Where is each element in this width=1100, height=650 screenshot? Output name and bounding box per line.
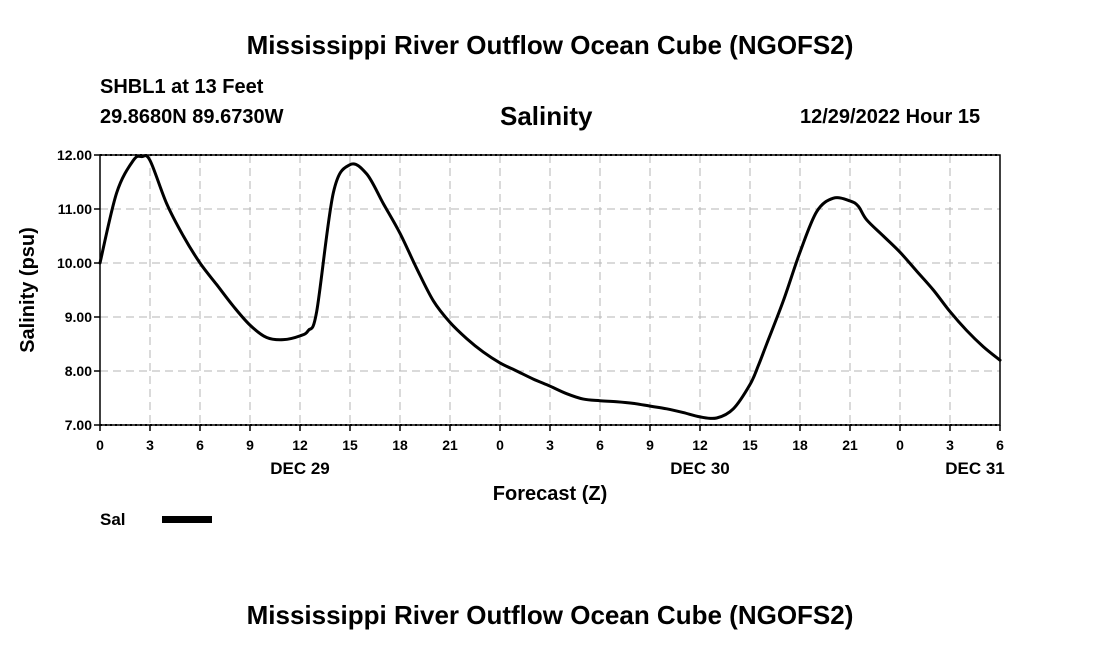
day-label: DEC 30 — [670, 459, 730, 478]
x-tick-label: 12 — [692, 437, 708, 453]
y-tick-label: 9.00 — [65, 309, 92, 325]
forecast-timestamp: 12/29/2022 Hour 15 — [800, 106, 981, 128]
x-tick-label: 21 — [442, 437, 458, 453]
x-tick-label: 12 — [292, 437, 308, 453]
y-tick-label: 7.00 — [65, 417, 92, 433]
day-label: DEC 29 — [270, 459, 330, 478]
y-axis-label: Salinity (psu) — [17, 227, 39, 353]
station-label: SHBL1 at 13 Feet — [100, 76, 264, 98]
x-tick-label: 18 — [392, 437, 408, 453]
x-tick-label: 0 — [96, 437, 104, 453]
main-title: Mississippi River Outflow Ocean Cube (NG… — [246, 30, 854, 60]
x-tick-label: 9 — [646, 437, 654, 453]
footer-title: Mississippi River Outflow Ocean Cube (NG… — [246, 600, 854, 630]
salinity-series-line — [98, 154, 1002, 421]
y-tick-label: 11.00 — [58, 201, 92, 217]
x-tick-label: 3 — [946, 437, 954, 453]
station-coordinates: 29.8680N 89.6730W — [100, 106, 284, 128]
x-axis-label: Forecast (Z) — [493, 483, 607, 505]
x-tick-label: 6 — [596, 437, 604, 453]
x-tick-label: 0 — [896, 437, 904, 453]
x-tick-label: 15 — [342, 437, 358, 453]
chart-title: Salinity — [500, 101, 593, 131]
x-axis-ticks: 0 3 6 9 12 15 18 21 0 3 6 9 12 15 18 21 0 3 6 — [96, 425, 1004, 453]
y-tick-label: 8.00 — [65, 363, 92, 379]
x-tick-label: 6 — [196, 437, 204, 453]
day-labels: DEC 29 DEC 30 DEC 31 — [270, 459, 1005, 478]
x-tick-label: 0 — [496, 437, 504, 453]
y-axis-ticks: 7.00 8.00 9.00 10.00 11.00 12.00 — [57, 147, 100, 433]
grid — [100, 155, 1000, 425]
legend: Sal — [100, 510, 212, 529]
x-tick-label: 21 — [842, 437, 858, 453]
y-tick-label: 10.00 — [57, 255, 92, 271]
x-tick-label: 6 — [996, 437, 1004, 453]
day-label: DEC 31 — [945, 459, 1005, 478]
x-tick-label: 3 — [546, 437, 554, 453]
legend-swatch-sal — [162, 516, 212, 523]
y-tick-label: 12.00 — [57, 147, 92, 163]
x-tick-label: 18 — [792, 437, 808, 453]
x-tick-label: 15 — [742, 437, 758, 453]
salinity-chart: 7.00 8.00 9.00 10.00 11.00 12.00 0 3 6 9 12 15 18 21… — [17, 147, 1005, 529]
x-tick-label: 9 — [246, 437, 254, 453]
legend-label-sal: Sal — [100, 510, 126, 529]
x-tick-label: 3 — [146, 437, 154, 453]
